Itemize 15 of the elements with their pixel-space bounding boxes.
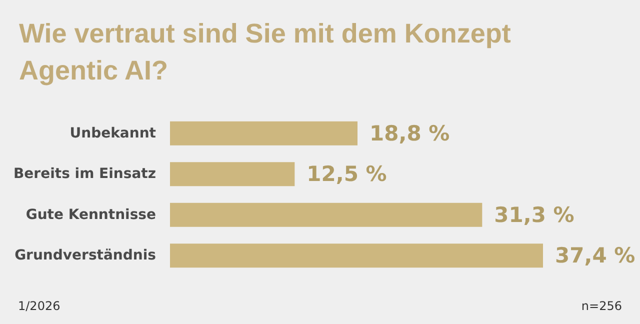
data-label: 37,4 % [555, 244, 636, 268]
chart-title: Wie vertraut sind Sie mit dem Konzept Agentic AI? [19, 18, 511, 86]
bar [170, 244, 543, 268]
data-label: 12,5 % [306, 162, 387, 186]
y-tick-label: Gute Kenntnisse [26, 206, 156, 223]
bar [170, 162, 295, 186]
bar [170, 202, 482, 227]
data-label: 31,3 % [494, 202, 574, 227]
y-tick-label: Unbekannt [70, 125, 156, 142]
bar [170, 121, 358, 146]
text: 1/2026 [18, 299, 60, 313]
data-label: 18,8 % [369, 121, 450, 146]
y-tick-label: Bereits im Einsatz [14, 166, 156, 182]
text: n=256 [581, 299, 622, 313]
y-tick-label: Grundverständnis [14, 248, 156, 264]
